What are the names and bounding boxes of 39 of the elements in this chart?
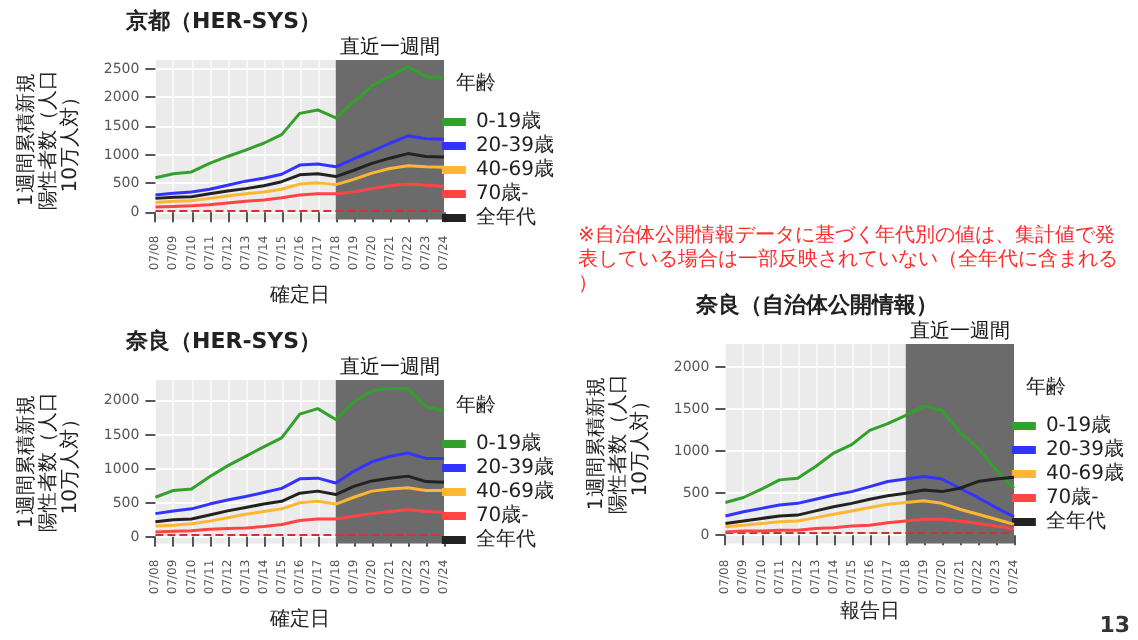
line-series [153, 474, 446, 524]
legend-label: 70歳- [475, 503, 530, 527]
legend-label: 70歳- [475, 181, 530, 205]
legend-label: 全年代 [475, 205, 536, 229]
x-axis-title: 報告日 [839, 599, 900, 623]
legend-label: 40-69歳 [1045, 461, 1125, 485]
chart-title: 京都（HER-SYS） [124, 8, 322, 34]
line-series [153, 65, 446, 180]
legend-label: 70歳- [1045, 485, 1100, 509]
line-series [153, 451, 446, 516]
legend-label: 全年代 [1045, 509, 1106, 533]
text: 13 [1099, 612, 1131, 638]
chart-title: 奈良（HER-SYS） [124, 328, 322, 354]
legend-label: 40-69歳 [475, 479, 555, 503]
legend-label: 全年代 [475, 527, 536, 551]
line-series [723, 404, 1016, 505]
legend-title: 年齢 [456, 393, 496, 417]
line-series [153, 152, 446, 200]
legend-label: 20-39歳 [1045, 437, 1125, 461]
y-axis-title: 1週間累積新規陽性者数（人口10万人対） [14, 69, 82, 210]
legend-label: 20-39歳 [475, 133, 555, 157]
legend-label: 0-19歳 [475, 109, 542, 133]
x-axis-title: 確定日 [267, 283, 330, 307]
legend-label: 40-69歳 [475, 157, 555, 181]
x-axis-title: 確定日 [267, 607, 330, 631]
legend-title: 年齢 [1026, 375, 1066, 399]
band-label: 直近一週間 [339, 355, 440, 379]
y-axis-title: 1週間累積新規陽性者数（人口10万人対） [584, 373, 652, 514]
line-series [153, 386, 446, 499]
chart-title: 奈良（自治体公開情報） [694, 292, 938, 318]
band-label: 直近一週間 [339, 35, 440, 59]
legend-label: 0-19歳 [475, 431, 542, 455]
line-series [723, 517, 1016, 534]
legend-label: 0-19歳 [1045, 413, 1112, 437]
legend-label: 20-39歳 [475, 455, 555, 479]
band-label: 直近一週間 [909, 319, 1010, 343]
text: ※自治体公開情報データに基づく年代別の値は、集計値で発表している場合は一部反映されていない（全年代に含まれる） [578, 223, 1118, 295]
legend-title: 年齢 [456, 71, 496, 95]
y-axis-title: 1週間累積新規陽性者数（人口10万人対） [14, 391, 82, 532]
